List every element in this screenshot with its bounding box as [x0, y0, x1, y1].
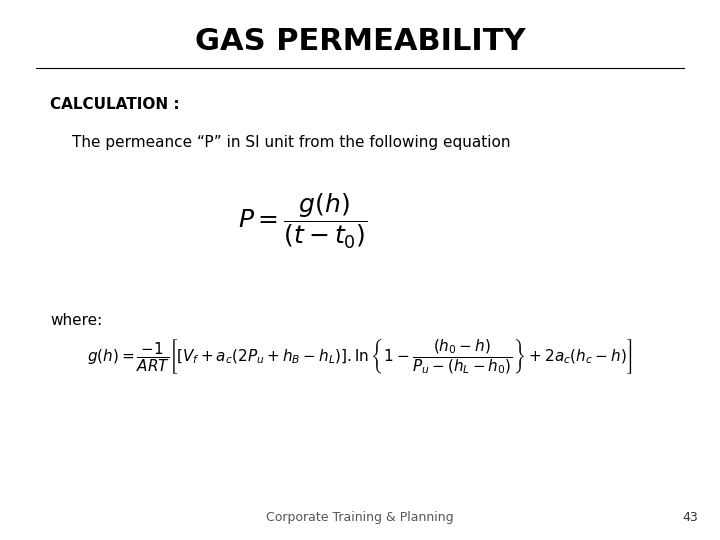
- Text: $P = \dfrac{g(h)}{(t - t_0)}$: $P = \dfrac{g(h)}{(t - t_0)}$: [238, 192, 367, 251]
- Text: GAS PERMEABILITY: GAS PERMEABILITY: [194, 27, 526, 56]
- Text: Corporate Training & Planning: Corporate Training & Planning: [266, 511, 454, 524]
- Text: The permeance “P” in SI unit from the following equation: The permeance “P” in SI unit from the fo…: [72, 135, 510, 150]
- Text: 43: 43: [683, 511, 698, 524]
- Text: CALCULATION :: CALCULATION :: [50, 97, 180, 112]
- Text: where:: where:: [50, 313, 103, 328]
- Text: $g(h) = \dfrac{-1}{ART}\left[\left[V_f + a_c(2P_u + h_B - h_L)\right].\ln\left\{: $g(h) = \dfrac{-1}{ART}\left[\left[V_f +…: [87, 338, 633, 376]
